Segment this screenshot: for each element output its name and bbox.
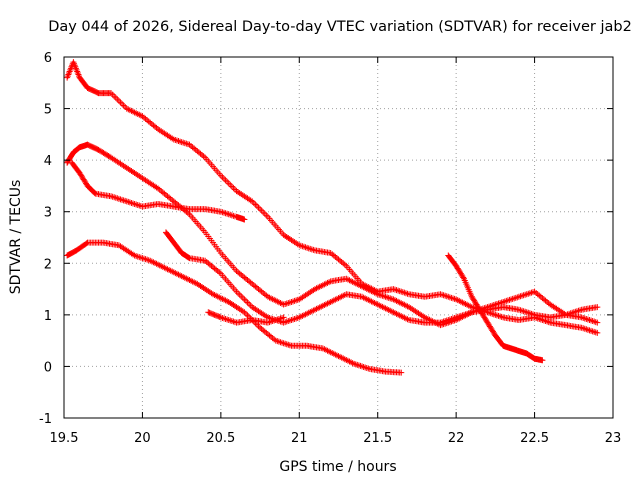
plot-frame <box>63 56 614 419</box>
data-point <box>83 240 90 247</box>
y-tick-label: 6 <box>44 51 52 66</box>
y-tick-label: 2 <box>44 257 52 272</box>
y-tick-label: 1 <box>44 309 52 324</box>
data-point <box>210 311 217 318</box>
data-point <box>539 357 546 364</box>
y-tick-label: 4 <box>44 154 52 169</box>
data-point <box>594 329 601 336</box>
x-tick-label: 21.5 <box>363 431 392 446</box>
data-point <box>211 311 218 318</box>
chart-title: Day 044 of 2026, Sidereal Day-to-day VTE… <box>48 19 632 35</box>
data-point <box>207 310 214 317</box>
x-tick-label: 19.5 <box>50 431 79 446</box>
data-point <box>212 312 219 319</box>
data-point <box>214 312 221 319</box>
series-track-4 <box>64 239 405 376</box>
x-tick-label: 20.5 <box>206 431 235 446</box>
data-point <box>280 314 287 321</box>
x-tick-label: 20 <box>134 431 151 446</box>
series-track-1 <box>64 59 601 336</box>
grid <box>64 57 613 418</box>
data-points <box>64 59 601 376</box>
data-point <box>594 304 601 311</box>
x-tick-label: 22 <box>448 431 465 446</box>
data-point <box>209 310 216 317</box>
data-point <box>205 309 212 316</box>
series-track-3 <box>68 159 248 223</box>
x-tick-label: 22.5 <box>520 431 549 446</box>
data-point <box>460 274 467 281</box>
data-point <box>216 313 223 320</box>
x-tick-label: 23 <box>605 431 622 446</box>
series-track-7 <box>445 252 546 364</box>
y-tick-label: 0 <box>44 360 52 375</box>
y-tick-label: -1 <box>39 412 52 427</box>
series-track-6 <box>205 309 287 326</box>
y-axis-label: SDTVAR / TECUs <box>8 180 24 295</box>
y-tick-label: 3 <box>44 206 52 221</box>
data-point <box>398 369 405 376</box>
series-track-5 <box>162 229 601 326</box>
x-axis-label: GPS time / hours <box>279 459 396 475</box>
data-point <box>215 313 222 320</box>
data-point <box>241 216 248 223</box>
data-point <box>594 319 601 326</box>
series-track-2 <box>64 141 601 329</box>
x-tick-label: 21 <box>291 431 308 446</box>
y-tick-label: 5 <box>44 103 52 118</box>
data-point <box>206 309 213 316</box>
